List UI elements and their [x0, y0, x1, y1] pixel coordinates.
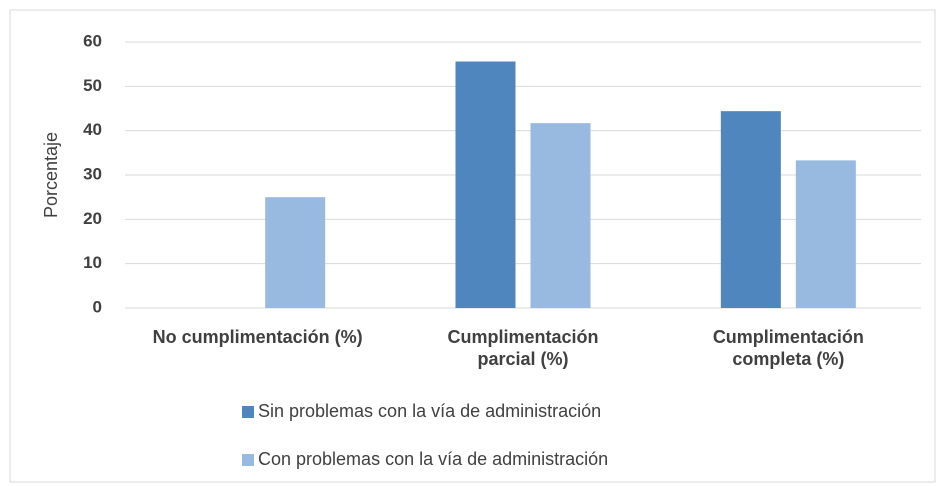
y-tick-label: 10 — [83, 253, 102, 272]
legend-swatch — [242, 406, 254, 418]
bar — [455, 61, 516, 308]
y-tick-label: 40 — [83, 120, 102, 139]
y-tick-label: 0 — [93, 297, 102, 316]
legend-label: Con problemas con la vía de administraci… — [258, 449, 608, 469]
y-tick-label: 60 — [83, 31, 102, 50]
bar — [795, 160, 856, 308]
bar — [530, 123, 591, 308]
legend-swatch — [242, 454, 254, 466]
y-axis-label: Porcentaje — [41, 132, 61, 218]
y-tick-label: 50 — [83, 76, 102, 95]
y-tick-label: 20 — [83, 209, 102, 228]
y-tick-label: 30 — [83, 164, 102, 183]
x-tick-label: No cumplimentación (%) — [152, 327, 363, 347]
x-tick-label: Cumplimentación completa (%) — [712, 327, 864, 369]
bar — [265, 197, 326, 308]
legend-label: Sin problemas con la vía de administraci… — [258, 401, 601, 421]
bar — [720, 111, 781, 308]
chart-frame — [9, 9, 936, 483]
x-tick-label: Cumplimentación parcial (%) — [447, 327, 599, 369]
